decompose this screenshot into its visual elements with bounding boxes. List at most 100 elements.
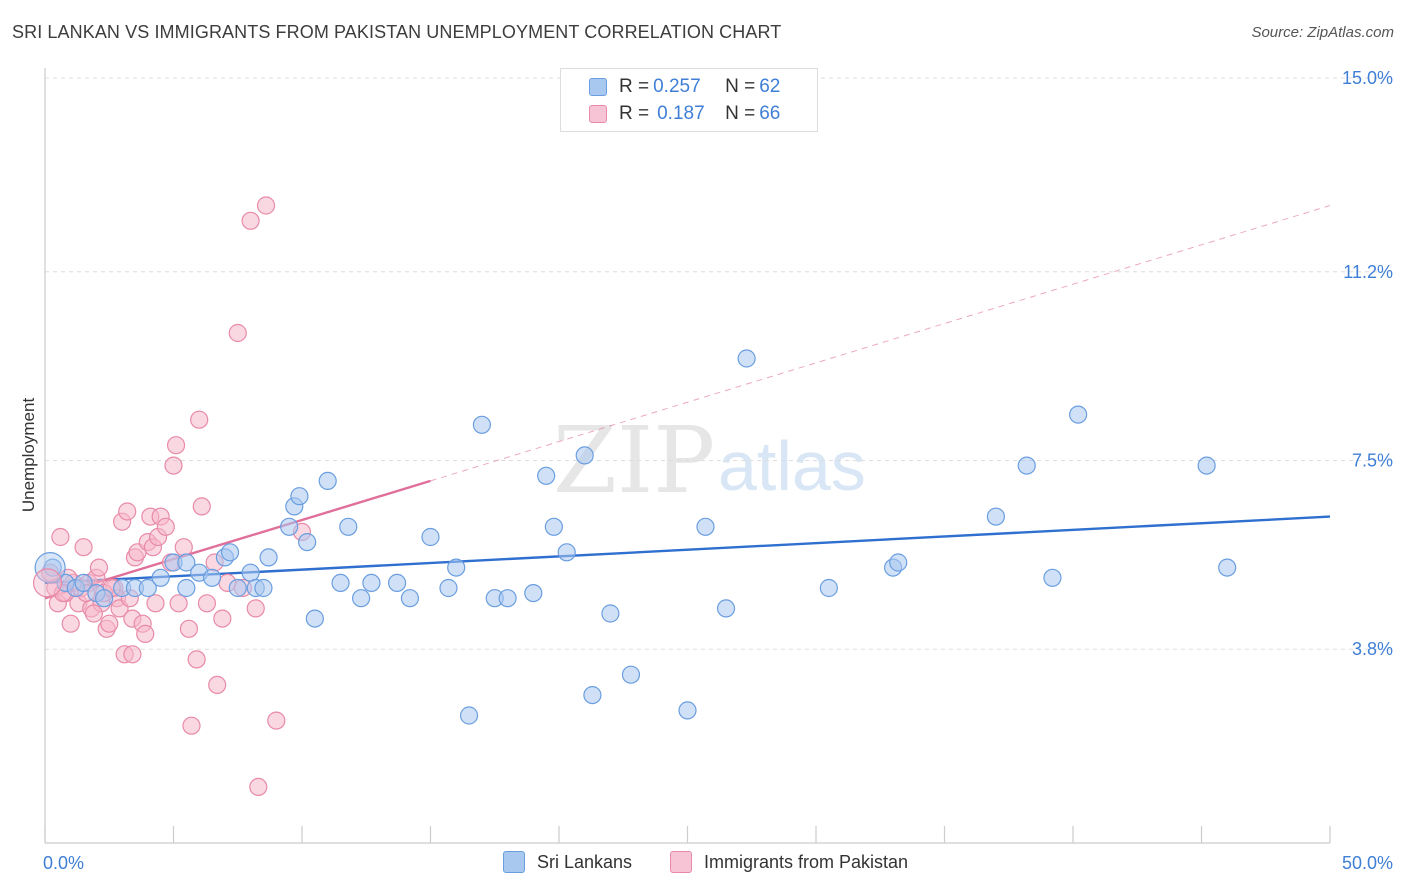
y-axis-label: Unemployment xyxy=(19,398,38,513)
legend-swatch-blue xyxy=(503,851,525,873)
blue-point xyxy=(400,589,420,608)
blue-point xyxy=(459,706,479,725)
pink-point xyxy=(89,558,109,577)
blue-point xyxy=(889,553,908,572)
blue-point xyxy=(362,573,381,593)
axes xyxy=(44,68,1331,844)
blue-point xyxy=(472,415,491,434)
pink-point xyxy=(123,645,142,664)
pink-point xyxy=(169,594,188,613)
legend-row-sri-lankans: R = 0.257 N = 62 xyxy=(589,74,780,100)
blue-point xyxy=(621,665,641,684)
pink-point xyxy=(156,517,175,536)
blue-point xyxy=(678,701,697,720)
pink-point xyxy=(267,711,286,730)
pink-point xyxy=(197,594,217,613)
trend-lines xyxy=(44,205,1331,600)
tick-labels: 3.8% 7.5% 11.2% 15.0% 0.0% 50.0% xyxy=(43,68,1393,873)
pink-point xyxy=(32,568,63,598)
pink-point xyxy=(174,538,193,557)
legend-label: Immigrants from Pakistan xyxy=(704,851,909,872)
pink-point xyxy=(164,456,183,475)
pink-point xyxy=(51,527,70,547)
legend-swatch-blue xyxy=(589,78,607,96)
series-legend: Sri Lankans Immigrants from Pakistan xyxy=(0,851,1406,877)
pink-point xyxy=(213,609,232,628)
blue-point xyxy=(716,599,736,618)
pink-point xyxy=(179,619,199,638)
source-label: Source: ZipAtlas.com xyxy=(1251,24,1394,41)
chart-title: SRI LANKAN VS IMMIGRANTS FROM PAKISTAN U… xyxy=(12,22,782,42)
blue-point xyxy=(331,573,350,593)
pink-point xyxy=(146,594,165,613)
blue-point xyxy=(241,563,260,582)
blue-point xyxy=(387,573,407,593)
legend-r-value: 0.257 xyxy=(653,76,701,97)
y-tick-label: 7.5% xyxy=(1352,451,1393,471)
pink-point xyxy=(241,211,260,230)
pink-point xyxy=(100,614,119,633)
blue-point xyxy=(352,589,371,608)
blue-point xyxy=(177,578,196,598)
pink-point xyxy=(166,436,186,455)
pink-point xyxy=(182,716,201,735)
legend-row-pakistan: R = 0.187 N = 66 xyxy=(589,101,780,127)
pink-point xyxy=(192,497,211,516)
blue-point xyxy=(305,609,324,628)
y-tick-label: 3.8% xyxy=(1352,639,1393,659)
blue-point xyxy=(151,568,170,587)
legend-swatch-pink xyxy=(589,105,607,123)
pink-point xyxy=(208,675,227,695)
blue-point xyxy=(601,604,620,623)
blue-point xyxy=(544,517,563,536)
blue-point xyxy=(1043,568,1062,587)
legend-r-value: 0.187 xyxy=(657,103,705,124)
data-points xyxy=(32,196,1237,797)
blue-point xyxy=(259,548,278,567)
pink-point xyxy=(84,604,103,623)
blue-point xyxy=(557,543,576,562)
blue-point xyxy=(498,589,517,608)
blue-point xyxy=(177,553,196,572)
blue-point xyxy=(74,573,93,593)
blue-point xyxy=(737,349,756,368)
pink-point xyxy=(187,650,206,669)
blue-point xyxy=(280,517,299,536)
blue-point xyxy=(298,532,317,552)
blue-point xyxy=(1017,456,1036,475)
legend-item-sri-lankans[interactable]: Sri Lankans xyxy=(503,851,632,873)
blue-point xyxy=(1069,405,1088,424)
legend-swatch-pink xyxy=(670,851,692,873)
blue-point xyxy=(95,589,114,608)
blue-point xyxy=(583,685,602,705)
blue-point xyxy=(318,471,337,490)
x-tick-label: 0.0% xyxy=(43,853,84,873)
blue-point xyxy=(537,466,556,485)
pink-point xyxy=(256,196,276,215)
blue-point xyxy=(1197,456,1216,475)
blue-point xyxy=(575,446,594,465)
pink-point xyxy=(118,502,137,521)
blue-point xyxy=(290,487,309,506)
pink-point xyxy=(246,599,265,618)
blue-point xyxy=(524,583,543,603)
blue-point xyxy=(696,517,715,536)
blue-point xyxy=(819,578,838,598)
blue-point xyxy=(986,507,1006,526)
correlation-legend: R = 0.257 N = 62 R = 0.187 N = 66 xyxy=(560,68,818,132)
y-tick-label: 15.0% xyxy=(1342,68,1393,88)
legend-n-value: 62 xyxy=(759,76,781,97)
x-tick-label: 50.0% xyxy=(1342,853,1393,873)
blue-point xyxy=(339,517,358,536)
blue-point xyxy=(220,543,240,562)
blue-point xyxy=(421,527,440,547)
watermark-atlas: atlas xyxy=(718,427,866,505)
blue-point xyxy=(34,551,66,584)
legend-n-label: N = xyxy=(725,76,756,97)
legend-n-label: N = xyxy=(725,103,756,124)
pink-point xyxy=(249,777,268,797)
legend-item-pakistan[interactable]: Immigrants from Pakistan xyxy=(670,851,908,873)
blue-point xyxy=(138,578,157,598)
legend-r-label: R = xyxy=(619,103,650,124)
pink-point xyxy=(61,614,80,633)
